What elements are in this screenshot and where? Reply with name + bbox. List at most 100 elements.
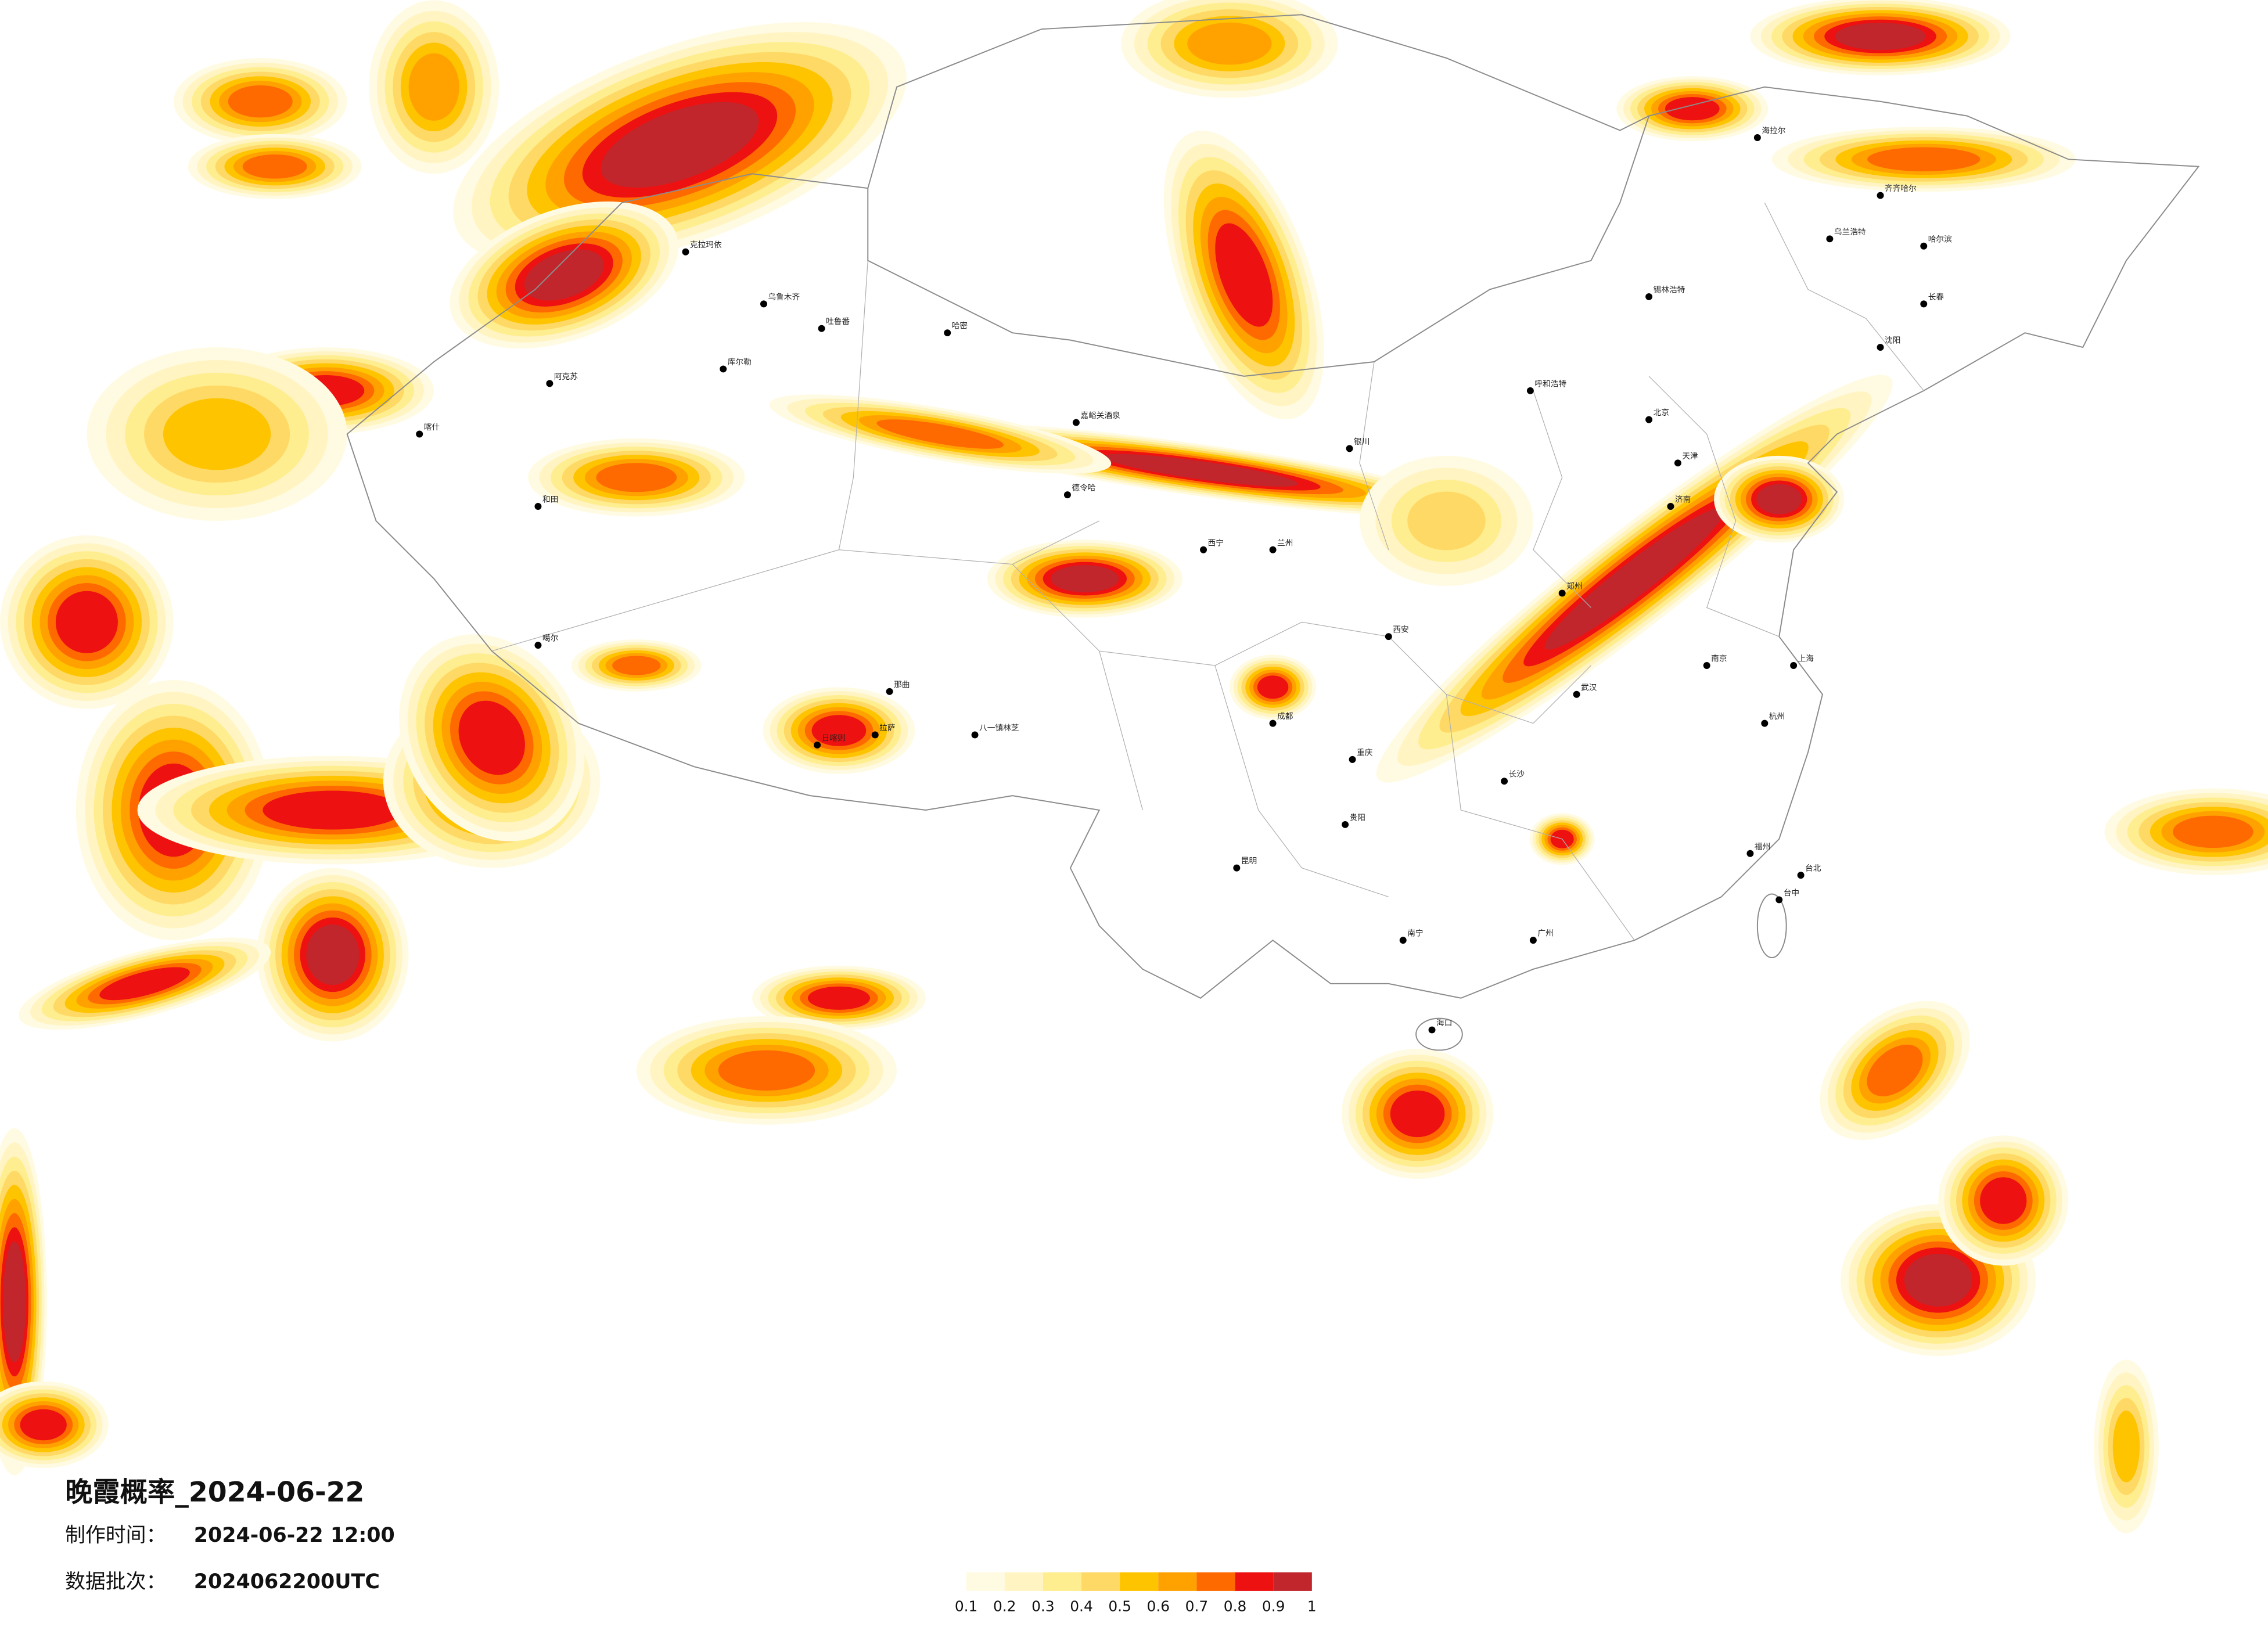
city-label: 克拉玛依 bbox=[690, 240, 722, 250]
probability-patch bbox=[1665, 97, 1720, 121]
city-label: 乌鲁木齐 bbox=[768, 293, 800, 302]
city-label: 兰州 bbox=[1277, 538, 1293, 548]
city-dot bbox=[1797, 872, 1805, 879]
legend-tick-label: 0.6 bbox=[1146, 1598, 1170, 1615]
city-dot bbox=[1775, 896, 1783, 904]
city-label: 嘉峪关酒泉 bbox=[1080, 411, 1120, 420]
city-label: 那曲 bbox=[894, 680, 910, 689]
legend-tick-label: 0.1 bbox=[955, 1598, 978, 1615]
legend-swatch bbox=[1081, 1572, 1120, 1591]
city-label: 锡林浩特 bbox=[1654, 285, 1685, 294]
city-dot bbox=[760, 300, 767, 308]
city-label: 拉萨 bbox=[879, 724, 895, 733]
legend-tick-label: 0.8 bbox=[1224, 1598, 1247, 1615]
probability-patch bbox=[55, 591, 118, 653]
legend: 0.1 0.2 0.3 0.4 0.5 0.6 0.7 0.8 0.9 1 bbox=[955, 1572, 1317, 1615]
city-label: 吐鲁番 bbox=[826, 317, 850, 326]
probability-patch bbox=[601, 102, 759, 188]
city-dot bbox=[1674, 459, 1681, 467]
city-label: 福州 bbox=[1755, 842, 1770, 851]
city-label: 杭州 bbox=[1769, 712, 1785, 721]
city-label: 长春 bbox=[1928, 293, 1944, 302]
city-dot bbox=[416, 430, 423, 438]
city-dot bbox=[1385, 633, 1392, 641]
city-label: 海拉尔 bbox=[1762, 126, 1785, 135]
city-dot bbox=[534, 642, 542, 649]
probability-patch bbox=[2112, 1411, 2140, 1483]
probability-patch bbox=[458, 700, 525, 775]
legend-tick-label: 0.7 bbox=[1185, 1598, 1209, 1615]
city-dot bbox=[1529, 937, 1537, 944]
legend-swatch bbox=[1158, 1572, 1197, 1591]
country-outline bbox=[346, 14, 2200, 1051]
probability-patch bbox=[1257, 675, 1289, 699]
probability-patch bbox=[99, 967, 190, 1001]
city-label: 南京 bbox=[1711, 654, 1727, 664]
legend-swatch bbox=[1043, 1572, 1082, 1591]
city-dot bbox=[1346, 445, 1353, 452]
city-dot bbox=[1072, 419, 1080, 426]
city-label: 台北 bbox=[1805, 864, 1821, 873]
probability-patch bbox=[1215, 223, 1273, 327]
probability-patch bbox=[1544, 508, 1724, 650]
city-label: 德令哈 bbox=[1072, 484, 1095, 493]
city-label: 成都 bbox=[1277, 712, 1293, 721]
city-label: 济南 bbox=[1675, 495, 1691, 505]
issued-label: 制作时间： bbox=[65, 1524, 166, 1547]
city-dot bbox=[682, 248, 689, 256]
city-label: 乌兰浩特 bbox=[1834, 228, 1866, 237]
hainan bbox=[1415, 1017, 1463, 1051]
city-dot bbox=[1667, 503, 1674, 510]
probability-patch bbox=[1756, 484, 1802, 515]
legend-tick-label: 1 bbox=[1307, 1598, 1317, 1615]
city-label: 齐齐哈尔 bbox=[1885, 184, 1917, 193]
city-dot bbox=[1200, 546, 1207, 553]
taiwan bbox=[1756, 893, 1787, 959]
city-label: 西宁 bbox=[1208, 538, 1224, 548]
city-dot bbox=[971, 731, 979, 739]
probability-patch bbox=[1980, 1177, 2027, 1224]
probability-patch bbox=[1103, 454, 1298, 487]
city-label: 和田 bbox=[542, 495, 558, 505]
probability-patch bbox=[807, 986, 870, 1010]
city-label: 重庆 bbox=[1357, 748, 1373, 757]
probability-patch bbox=[1835, 23, 1926, 51]
city-label: 库尔勒 bbox=[728, 358, 752, 367]
city-dot bbox=[886, 688, 893, 695]
city-dot bbox=[1501, 778, 1508, 785]
city-label: 北京 bbox=[1654, 408, 1669, 418]
probability-patch bbox=[408, 53, 459, 121]
probability-patch bbox=[20, 1409, 67, 1441]
legend-tick-label: 0.2 bbox=[993, 1598, 1016, 1615]
probability-patch bbox=[242, 154, 307, 179]
probability-patch bbox=[1187, 22, 1272, 65]
city-dot bbox=[1877, 344, 1884, 351]
city-dot bbox=[1920, 242, 1928, 250]
city-dot bbox=[818, 325, 825, 332]
city-label: 喀什 bbox=[424, 423, 440, 432]
city-dot bbox=[1746, 850, 1754, 857]
city-label: 贵阳 bbox=[1350, 813, 1365, 822]
probability-patch bbox=[1390, 1090, 1445, 1138]
city-label: 郑州 bbox=[1566, 582, 1582, 591]
city-label: 阿克苏 bbox=[554, 372, 578, 382]
city-dot bbox=[534, 503, 542, 510]
city-label: 八一镇林芝 bbox=[979, 724, 1019, 733]
city-label: 广州 bbox=[1537, 929, 1553, 938]
city-dot bbox=[1428, 1026, 1436, 1034]
city-dot bbox=[1558, 589, 1566, 597]
city-dot bbox=[1063, 491, 1071, 499]
city-label: 日喀则 bbox=[822, 733, 846, 743]
city-label: 哈密 bbox=[952, 321, 968, 331]
legend-swatch bbox=[1196, 1572, 1235, 1591]
city-dot bbox=[944, 329, 951, 337]
city-dot bbox=[1526, 387, 1534, 394]
legend-swatch bbox=[1273, 1572, 1312, 1591]
probability-patch bbox=[1407, 491, 1486, 551]
city-dot bbox=[1573, 690, 1580, 698]
city-dot bbox=[1349, 756, 1356, 763]
